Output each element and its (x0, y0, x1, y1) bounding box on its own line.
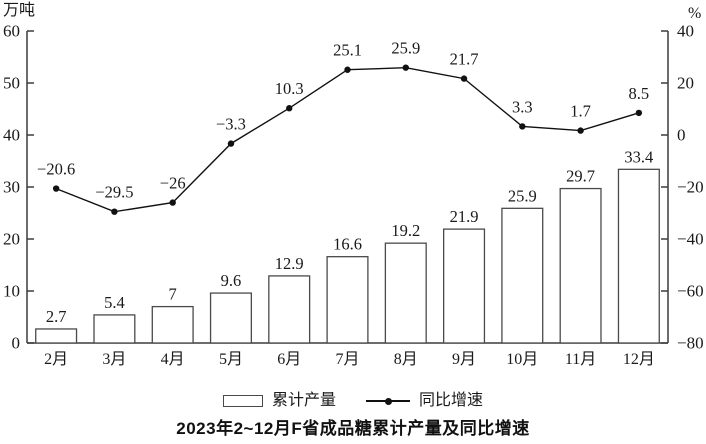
right-axis-unit-label: % (688, 5, 701, 22)
growth-point (52, 185, 60, 192)
bar-value-label: 9.6 (221, 271, 242, 290)
growth-point (111, 208, 118, 215)
growth-point (519, 123, 526, 130)
right-axis-tick-label: −20 (677, 178, 704, 197)
right-axis-tick-label: 0 (677, 126, 686, 145)
line-swatch-icon (366, 396, 410, 406)
left-axis-tick-label: 20 (3, 230, 20, 249)
bar-swatch-icon (222, 395, 263, 407)
production-bar (501, 207, 544, 344)
production-bar (268, 275, 311, 344)
growth-line (55, 66, 640, 213)
legend-label-production: 累计产量 (271, 392, 336, 409)
month-label: 7月 (335, 351, 359, 368)
bar-value-label: 7 (169, 285, 177, 304)
left-axis-tick-label: 0 (12, 334, 21, 353)
growth-value-label: 25.1 (333, 41, 362, 60)
bar-value-label: 21.9 (450, 207, 479, 226)
month-label: 11月 (565, 351, 596, 368)
month-label: 12月 (623, 351, 655, 368)
bar-value-label: 5.4 (104, 293, 125, 312)
growth-value-label: 3.3 (512, 97, 533, 116)
production-bar (209, 292, 253, 344)
growth-point (169, 199, 176, 206)
production-bar (151, 305, 194, 344)
growth-value-label: −26 (160, 174, 186, 193)
legend-item-production: 累计产量 (222, 392, 336, 409)
growth-value-label: 8.5 (629, 84, 650, 103)
production-bar (93, 314, 136, 344)
left-axis-tick-label: 30 (3, 178, 20, 197)
legend-item-growth: 同比增速 (366, 393, 483, 409)
bar-value-label: 25.9 (508, 186, 537, 205)
month-label: 2月 (44, 351, 68, 368)
production-bar (384, 242, 427, 344)
chart-legend: 累计产量 同比增速 (0, 390, 706, 412)
month-label: 8月 (394, 351, 418, 368)
growth-point (227, 140, 235, 147)
growth-value-label: −3.3 (216, 115, 246, 134)
production-bar (35, 328, 78, 344)
month-label: 5月 (219, 351, 243, 368)
growth-point (344, 66, 351, 73)
left-axis-tick-label: 50 (3, 74, 20, 93)
growth-value-label: 10.3 (275, 79, 304, 98)
right-axis-tick-label: 20 (677, 74, 694, 93)
month-label: 4月 (161, 351, 185, 368)
production-bar (326, 256, 369, 344)
right-axis-tick-label: −40 (677, 230, 704, 249)
chart-title: 2023年2~12月F省成品糖累计产量及同比增速 (176, 419, 530, 438)
production-bar (442, 228, 486, 344)
left-axis-tick-label: 60 (3, 22, 20, 41)
bar-value-label: 33.4 (624, 147, 653, 166)
right-axis-tick-label: −80 (677, 334, 704, 353)
month-label: 10月 (506, 351, 538, 368)
bar-value-label: 29.7 (566, 167, 595, 186)
growth-value-label: 21.7 (450, 50, 479, 69)
production-bar (559, 187, 602, 344)
growth-value-label: 25.9 (391, 39, 420, 58)
month-label: 6月 (277, 351, 301, 368)
growth-point (286, 105, 293, 112)
growth-value-label: 1.7 (570, 102, 591, 121)
chart-canvas: 60 50 40 30 20 10 0 40 20 0 −20 −40 −60 −80 万吨 % 2.7 5.4 7… (3, 1, 704, 368)
month-label: 3月 (102, 351, 126, 368)
growth-point (460, 75, 468, 82)
growth-value-label: −20.6 (37, 160, 75, 179)
right-axis-tick-label: −60 (677, 282, 704, 301)
bar-value-label: 19.2 (391, 221, 420, 240)
bar-value-label: 2.7 (46, 307, 67, 326)
bar-value-label: 12.9 (275, 254, 304, 273)
left-axis-tick-label: 10 (3, 282, 20, 301)
left-axis-tick-label: 40 (3, 126, 20, 145)
right-axis-tick-label: 40 (677, 22, 694, 41)
legend-label-growth: 同比增速 (419, 392, 484, 409)
month-label: 9月 (452, 351, 476, 368)
growth-point (577, 127, 584, 134)
growth-value-label: −29.5 (95, 183, 133, 202)
growth-point (635, 109, 643, 117)
left-axis-unit-label: 万吨 (3, 1, 35, 19)
bar-value-label: 16.6 (333, 235, 362, 254)
growth-point (402, 64, 409, 71)
production-bar (617, 168, 660, 344)
